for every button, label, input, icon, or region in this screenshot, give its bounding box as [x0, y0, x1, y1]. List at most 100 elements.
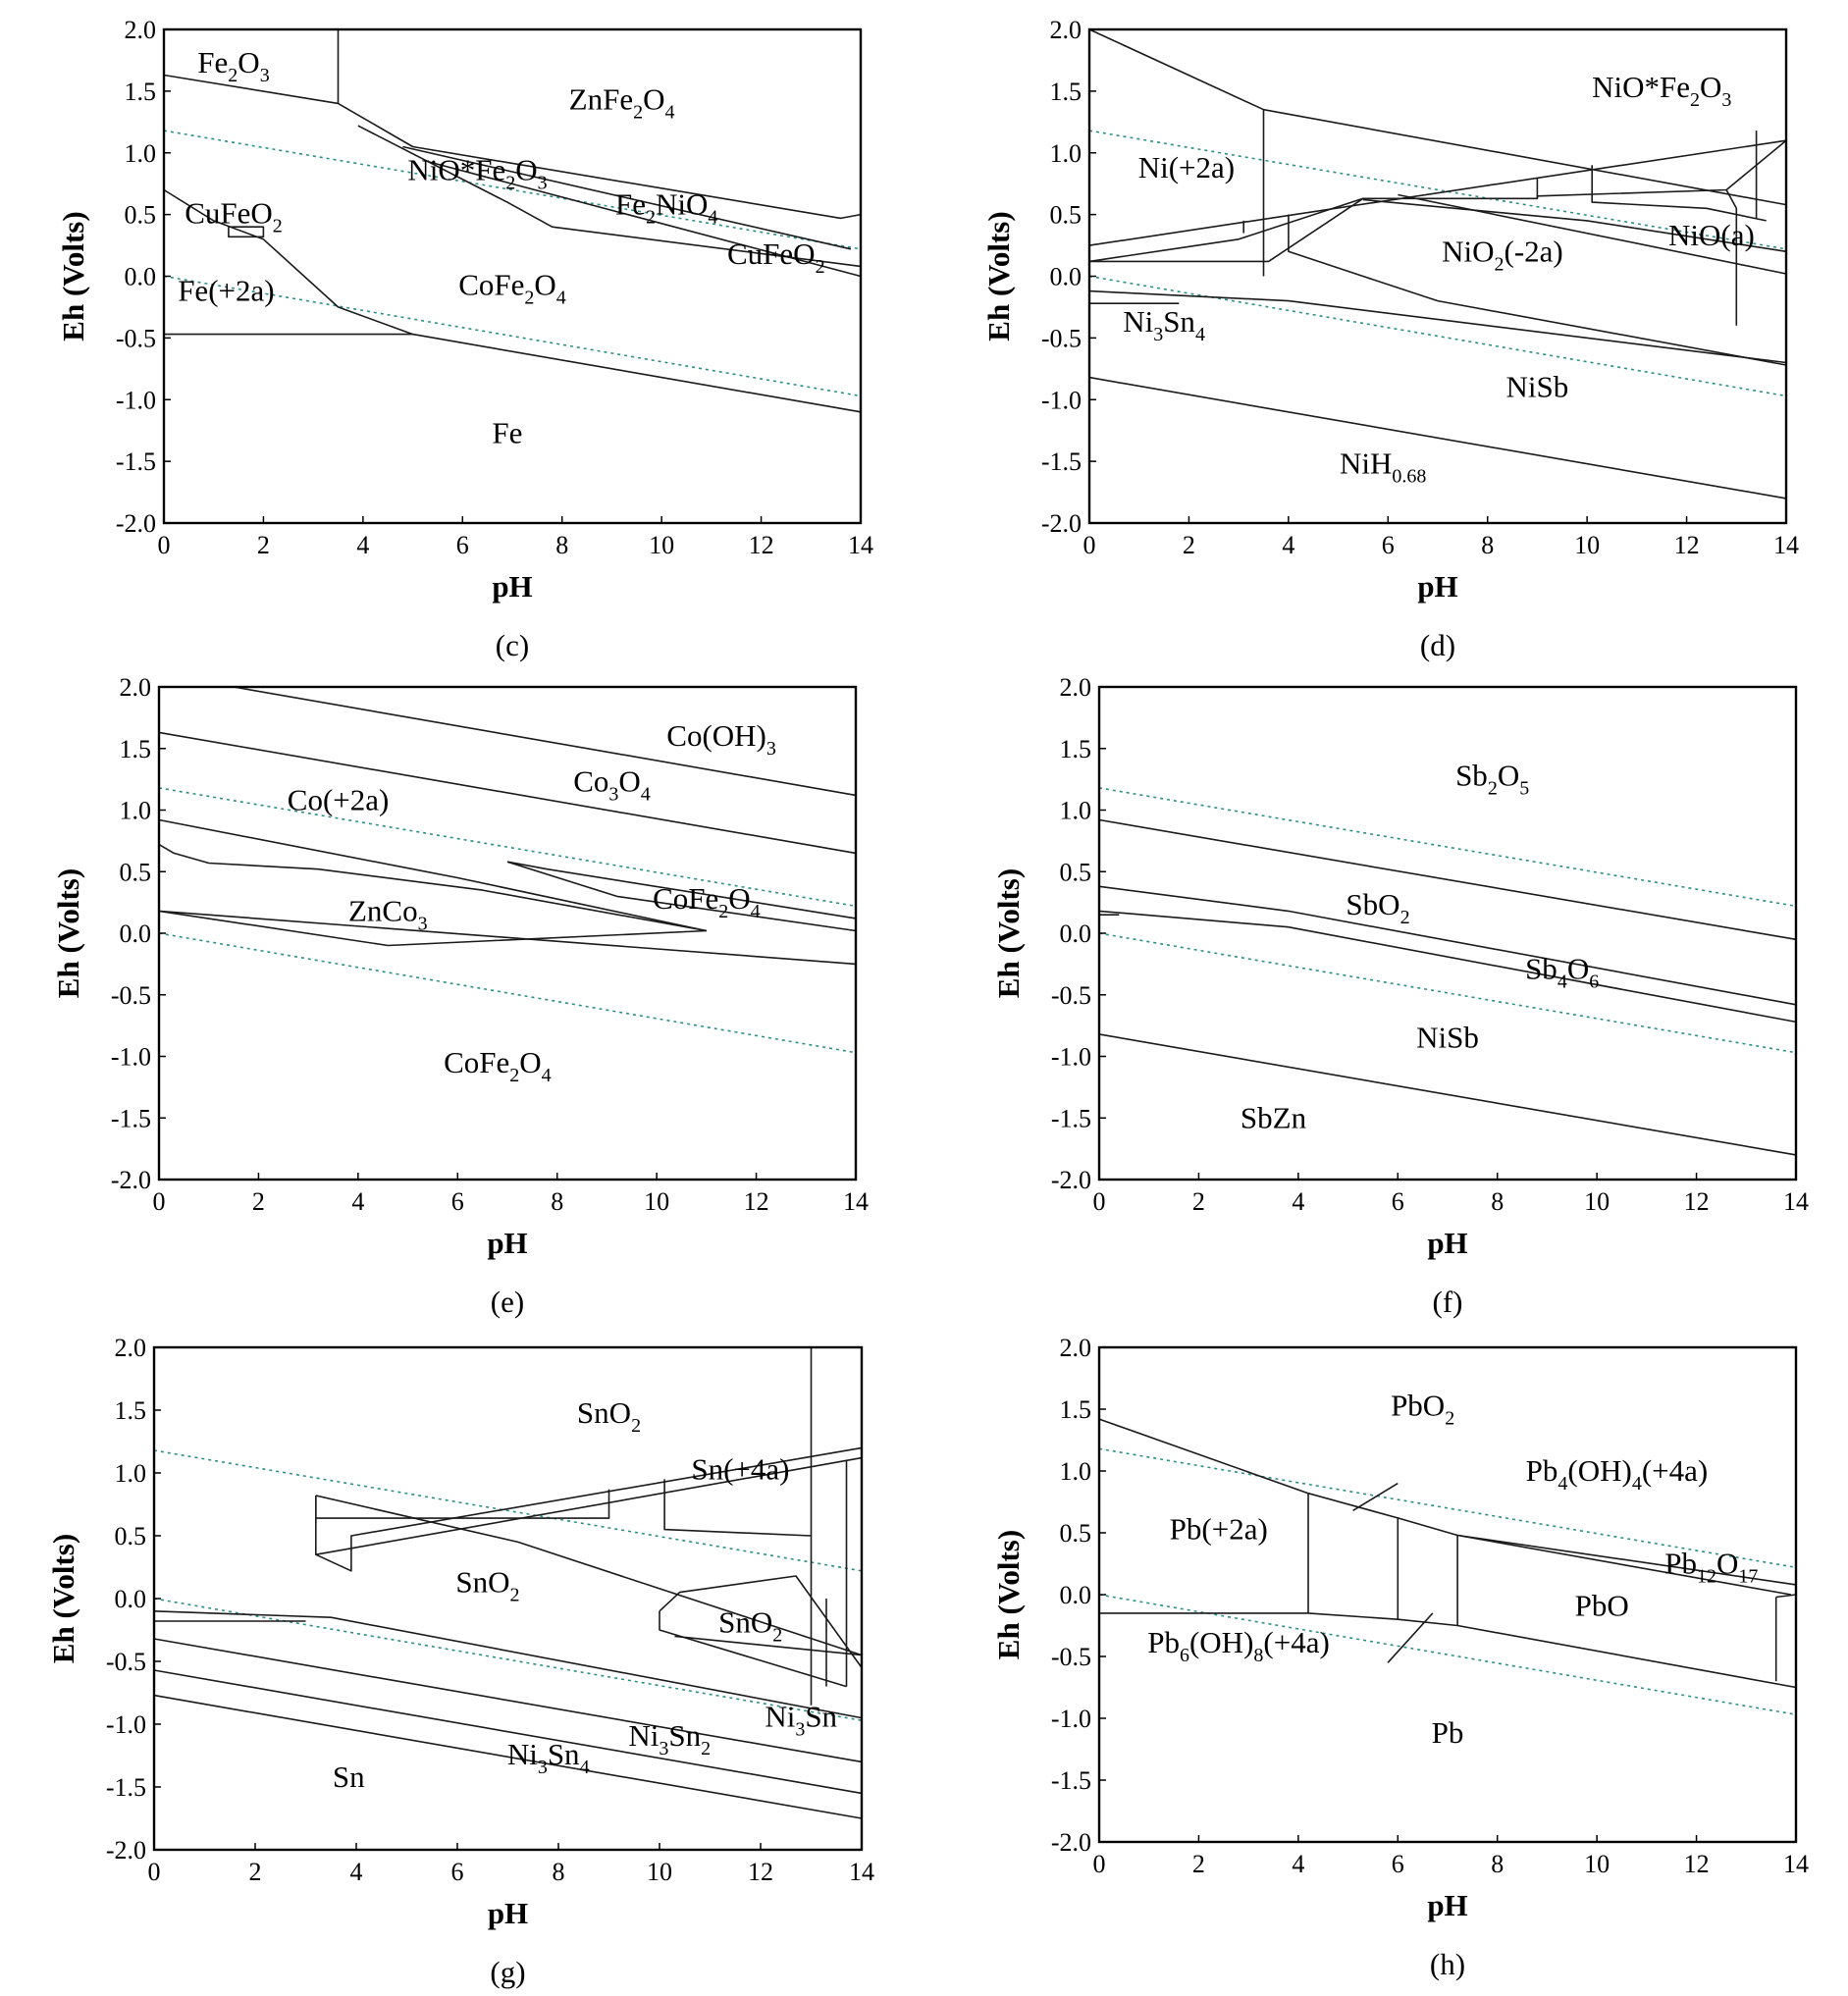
x-tick-label: 10 — [1584, 1187, 1610, 1216]
y-tick-label: 0.0 — [1050, 263, 1082, 291]
phase-boundary — [153, 1669, 863, 1795]
y-tick-label: 0.0 — [115, 1585, 147, 1613]
panel-caption: (c) — [496, 628, 529, 662]
phase-boundary — [506, 861, 857, 919]
region-label: Fe2NiO4 — [615, 187, 717, 229]
x-tick-label: 12 — [749, 531, 774, 559]
x-axis-label: pH — [487, 1226, 527, 1260]
water-line-upper — [1088, 130, 1787, 250]
phase-boundary — [233, 686, 857, 797]
x-tick-label: 0 — [148, 1858, 161, 1886]
region-label: CoFe2O4 — [444, 1045, 552, 1086]
x-tick-label: 6 — [1382, 531, 1395, 559]
region-label: NiO2(-2a) — [1442, 234, 1563, 275]
x-tick-label: 2 — [1192, 1187, 1205, 1216]
y-tick-label: 1.5 — [1060, 735, 1092, 763]
y-tick-label: -0.5 — [116, 324, 156, 352]
label-leader-line — [1352, 1482, 1399, 1511]
x-tick-label: 0 — [153, 1187, 166, 1216]
phase-boundary — [153, 1610, 863, 1719]
phase-boundary — [1099, 1612, 1797, 1689]
y-tick-label: 0.5 — [120, 858, 152, 886]
x-tick-label: 12 — [1684, 1850, 1710, 1878]
x-axis-label: pH — [1427, 1888, 1467, 1922]
x-tick-label: 12 — [744, 1187, 769, 1216]
region-label: Pb — [1432, 1715, 1464, 1750]
y-tick-label: -1.0 — [1051, 1043, 1091, 1072]
region-label: ZnFe2O4 — [569, 82, 675, 124]
region-label: ZnCo3 — [348, 893, 428, 934]
y-tick-label: 1.5 — [125, 78, 157, 106]
y-tick-label: 1.0 — [1050, 139, 1082, 168]
y-tick-label: 0.0 — [120, 919, 152, 948]
x-tick-label: 12 — [1684, 1187, 1710, 1216]
y-tick-label: -1.5 — [1051, 1766, 1091, 1795]
region-label: CoFe2O4 — [458, 267, 566, 308]
region-label: SnO2 — [455, 1565, 519, 1606]
phase-boundary — [315, 1495, 863, 1656]
panel-caption: (f) — [1433, 1285, 1463, 1319]
phase-boundary — [357, 125, 862, 268]
phase-boundary — [158, 731, 857, 855]
x-axis-label: pH — [1427, 1226, 1467, 1260]
x-tick-label: 14 — [1783, 1850, 1809, 1878]
x-tick-label: 6 — [451, 1858, 464, 1886]
phase-boundary — [1775, 1594, 1797, 1599]
y-tick-label: 0.5 — [1060, 858, 1092, 886]
panel-caption: (h) — [1430, 1947, 1465, 1981]
x-tick-label: 0 — [1093, 1187, 1106, 1216]
phase-boundary — [158, 843, 708, 932]
x-tick-label: 14 — [1783, 1187, 1809, 1216]
phase-boundary — [163, 188, 862, 413]
phase-boundary — [659, 1575, 863, 1668]
panel-caption: (e) — [491, 1285, 524, 1319]
region-label: Sn(+4a) — [691, 1451, 789, 1486]
phase-boundary — [228, 226, 265, 238]
x-tick-label: 6 — [1392, 1187, 1404, 1216]
water-line-upper — [163, 130, 862, 250]
region-label: CoFe2O4 — [653, 881, 761, 922]
y-tick-label: 1.5 — [115, 1396, 147, 1425]
label-leader-line — [1387, 1612, 1434, 1663]
y-tick-label: -2.0 — [106, 1836, 146, 1865]
x-tick-label: 2 — [249, 1858, 262, 1886]
phase-boundary — [659, 1610, 847, 1688]
region-label: Ni3Sn2 — [628, 1718, 711, 1760]
region-label: NiO*Fe2O3 — [1592, 70, 1731, 111]
y-tick-label: 1.5 — [1050, 78, 1082, 106]
x-tick-label: 10 — [649, 531, 674, 559]
panel-f: 0 2 4 6 8 10 12 14 2.0 1.5 1.0 0.5 0.0 -0.5 -1.0 -1.5 -2… — [991, 673, 1809, 1319]
phase-boundary — [427, 160, 862, 278]
region-label: NiO(a) — [1668, 218, 1755, 252]
x-tick-label: 8 — [1491, 1187, 1504, 1216]
y-tick-label: 0.5 — [1050, 201, 1082, 230]
region-label: Co(OH)3 — [666, 718, 776, 760]
y-tick-label: 0.0 — [125, 263, 157, 291]
phase-boundary — [315, 1489, 610, 1519]
region-label: Sb2O5 — [1455, 758, 1529, 799]
y-tick-label: -1.0 — [1051, 1705, 1091, 1733]
panel-d: 0 2 4 6 8 10 12 14 2.0 1.5 1.0 0.5 0.0 -0.5 -1.0 -1.5 -2… — [981, 16, 1799, 662]
phase-boundary — [1098, 910, 1797, 1024]
x-tick-label: 10 — [1574, 531, 1600, 559]
phase-boundary — [1088, 139, 1787, 246]
panel-c: 0 2 4 6 8 10 12 14 2.0 1.5 1.0 0.5 0.0 -0.5 -1.0 -1.5 -2… — [56, 16, 873, 662]
region-label: CuFeO2 — [727, 236, 825, 278]
x-tick-label: 4 — [1292, 1850, 1304, 1878]
x-axis-label: pH — [1417, 569, 1457, 604]
region-label: Co3O4 — [573, 764, 651, 806]
water-line-lower — [163, 275, 862, 397]
y-tick-label: 0.5 — [115, 1522, 147, 1550]
water-line-upper — [158, 787, 857, 908]
y-tick-label: 0.5 — [125, 201, 157, 230]
y-axis-label: Eh (Volts) — [56, 211, 90, 341]
region-label: Fe(+2a) — [178, 274, 274, 308]
y-axis-label: Eh (Volts) — [991, 1530, 1026, 1659]
phase-boundary — [1088, 376, 1787, 499]
x-tick-label: 14 — [1773, 531, 1799, 559]
region-label: Pb4(OH)4(+4a) — [1526, 1453, 1709, 1495]
x-tick-label: 8 — [1491, 1850, 1504, 1878]
phase-boundary — [1362, 198, 1787, 253]
region-label: NiH0.68 — [1340, 446, 1426, 488]
